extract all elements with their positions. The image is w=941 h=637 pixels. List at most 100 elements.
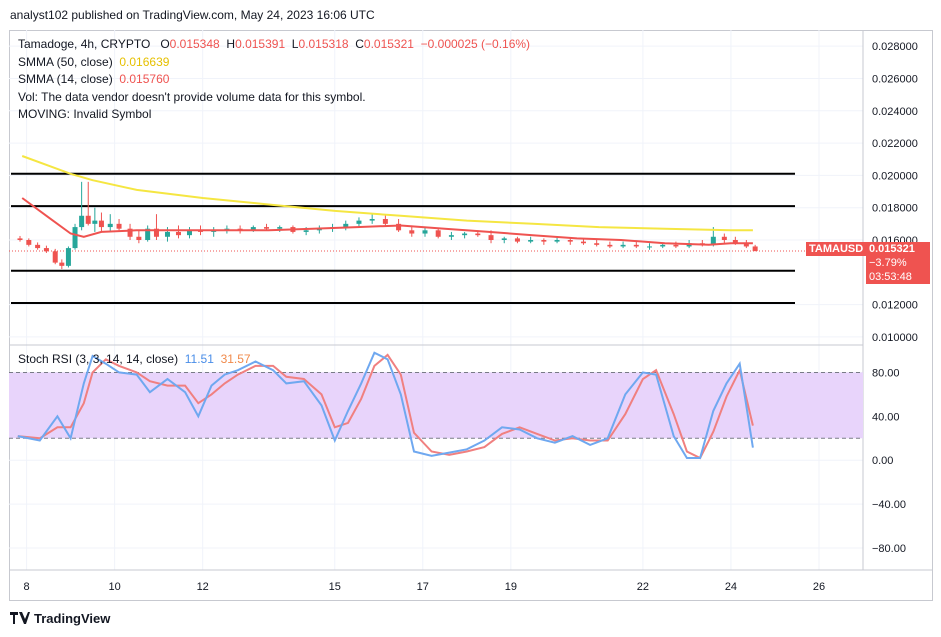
candle-body bbox=[620, 244, 626, 247]
publish-line: analyst102 published on TradingView.com,… bbox=[10, 8, 375, 22]
candle-body bbox=[43, 248, 49, 252]
candle-body bbox=[633, 244, 639, 247]
candle-body bbox=[541, 240, 547, 242]
publish-header: analyst102 published on TradingView.com,… bbox=[0, 0, 941, 30]
candle-body bbox=[721, 236, 727, 240]
stoch-k-line[interactable] bbox=[17, 351, 754, 459]
stoch-d-line[interactable] bbox=[17, 353, 754, 460]
high-label: H bbox=[226, 37, 236, 51]
low-label: L bbox=[291, 37, 299, 51]
candle-body bbox=[164, 231, 170, 237]
candle-body bbox=[475, 233, 481, 236]
time-tick-label: 19 bbox=[505, 581, 517, 593]
low-value: 0.015318 bbox=[298, 37, 349, 51]
time-tick-label: 26 bbox=[813, 581, 825, 593]
price-grid bbox=[9, 30, 863, 570]
candle-body bbox=[79, 215, 85, 228]
candle-body bbox=[554, 240, 560, 242]
candle-body bbox=[660, 244, 666, 247]
tradingview-footer[interactable]: TradingView bbox=[10, 611, 110, 627]
candles bbox=[17, 181, 758, 270]
smma50-line[interactable] bbox=[21, 155, 753, 232]
candle-body bbox=[501, 238, 507, 240]
time-tick-label: 24 bbox=[725, 581, 737, 593]
time-tick-label: 12 bbox=[197, 581, 209, 593]
stoch-legend[interactable]: Stoch RSI (3, 3, 14, 14, close) 11.51 31… bbox=[18, 352, 251, 366]
stoch-label: Stoch RSI (3, 3, 14, 14, close) bbox=[18, 352, 179, 366]
price-badge: 0.015321 bbox=[866, 242, 930, 256]
candle-body bbox=[607, 244, 613, 247]
countdown-badge: 03:53:48 bbox=[866, 270, 930, 284]
candle-body bbox=[107, 223, 113, 228]
price-axis-ticks[interactable]: 0.028000 0.026000 0.024000 0.022000 0.020000… bbox=[872, 41, 918, 344]
candle-body bbox=[743, 243, 749, 247]
candle-body bbox=[514, 238, 520, 242]
smma14-line[interactable] bbox=[21, 197, 753, 246]
tradingview-logo-icon bbox=[10, 612, 30, 627]
candle-body bbox=[145, 228, 151, 240]
smma14-label: SMMA (14, close) bbox=[18, 72, 113, 86]
vol-line: Vol: The data vendor doesn't provide vol… bbox=[18, 89, 366, 104]
stoch-tick-label: −80.00 bbox=[872, 543, 906, 555]
candle-body bbox=[35, 244, 41, 249]
candle-body bbox=[382, 219, 388, 224]
candle-body bbox=[250, 227, 256, 231]
symbol-row: Tamadoge, 4h, CRYPTO O0.015348 H0.015391… bbox=[18, 36, 530, 54]
chart-frame bbox=[9, 30, 933, 601]
brand-name: TradingView bbox=[34, 611, 111, 626]
price-tick-label: 0.018000 bbox=[872, 203, 918, 215]
candle-body bbox=[153, 228, 159, 237]
smma50-row[interactable]: SMMA (50, close) 0.016639 bbox=[18, 54, 530, 72]
candle-body bbox=[567, 240, 573, 242]
stoch-tick-label: 0.00 bbox=[872, 455, 893, 467]
symbol-badge: TAMAUSD bbox=[806, 242, 867, 256]
price-tick-label: 0.028000 bbox=[872, 41, 918, 53]
price-tick-label: 0.020000 bbox=[872, 170, 918, 182]
candle-body bbox=[59, 262, 65, 266]
candle-body bbox=[710, 236, 716, 245]
candle-body bbox=[98, 220, 104, 228]
candle-body bbox=[396, 223, 402, 231]
candle-body bbox=[528, 240, 534, 242]
price-tick-label: 0.012000 bbox=[872, 300, 918, 312]
candle-body bbox=[303, 230, 309, 232]
vol-row[interactable]: Vol: The data vendor doesn't provide vol… bbox=[18, 89, 530, 107]
candle-body bbox=[26, 240, 32, 245]
change-value: −0.000025 (−0.16%) bbox=[420, 37, 531, 51]
candle-body bbox=[462, 233, 468, 236]
smma50-value: 0.016639 bbox=[119, 54, 170, 69]
candle-body bbox=[435, 230, 441, 237]
candle-body bbox=[409, 230, 415, 234]
close-value: 0.015321 bbox=[363, 37, 414, 51]
open-value: 0.015348 bbox=[169, 37, 220, 51]
smma14-row[interactable]: SMMA (14, close) 0.015760 bbox=[18, 71, 530, 89]
price-tick-label: 0.026000 bbox=[872, 73, 918, 85]
candle-body bbox=[752, 246, 758, 251]
candle-body bbox=[127, 228, 133, 237]
candle-body bbox=[316, 228, 322, 231]
price-tick-label: 0.022000 bbox=[872, 138, 918, 150]
candle-body bbox=[647, 246, 652, 248]
stoch-axis-ticks[interactable]: 80.00 40.00 0.00 −40.00 −80.00 bbox=[872, 367, 906, 555]
stoch-tick-label: −40.00 bbox=[872, 499, 906, 511]
moving-row[interactable]: MOVING: Invalid Symbol bbox=[18, 106, 530, 124]
horizontal-levels[interactable] bbox=[11, 172, 795, 304]
time-tick-label: 22 bbox=[637, 581, 649, 593]
symbol-line[interactable]: Tamadoge, 4h, CRYPTO bbox=[18, 37, 151, 51]
open-label: O bbox=[160, 37, 170, 51]
stoch-d-value: 31.57 bbox=[220, 352, 251, 366]
candle-body bbox=[448, 235, 454, 237]
candle-body bbox=[488, 235, 494, 240]
candle-body bbox=[92, 220, 98, 224]
time-tick-label: 10 bbox=[109, 581, 121, 593]
candle-body bbox=[356, 220, 362, 224]
high-value: 0.015391 bbox=[235, 37, 286, 51]
close-label: C bbox=[355, 37, 364, 51]
smma50-label: SMMA (50, close) bbox=[18, 54, 113, 69]
time-axis-ticks[interactable]: 8 10 12 15 17 19 22 24 26 bbox=[24, 581, 826, 593]
candle-body bbox=[186, 230, 192, 236]
stoch-band bbox=[9, 372, 863, 439]
price-change-badge: −3.79% bbox=[866, 256, 930, 270]
stoch-tick-label: 80.00 bbox=[872, 367, 900, 379]
